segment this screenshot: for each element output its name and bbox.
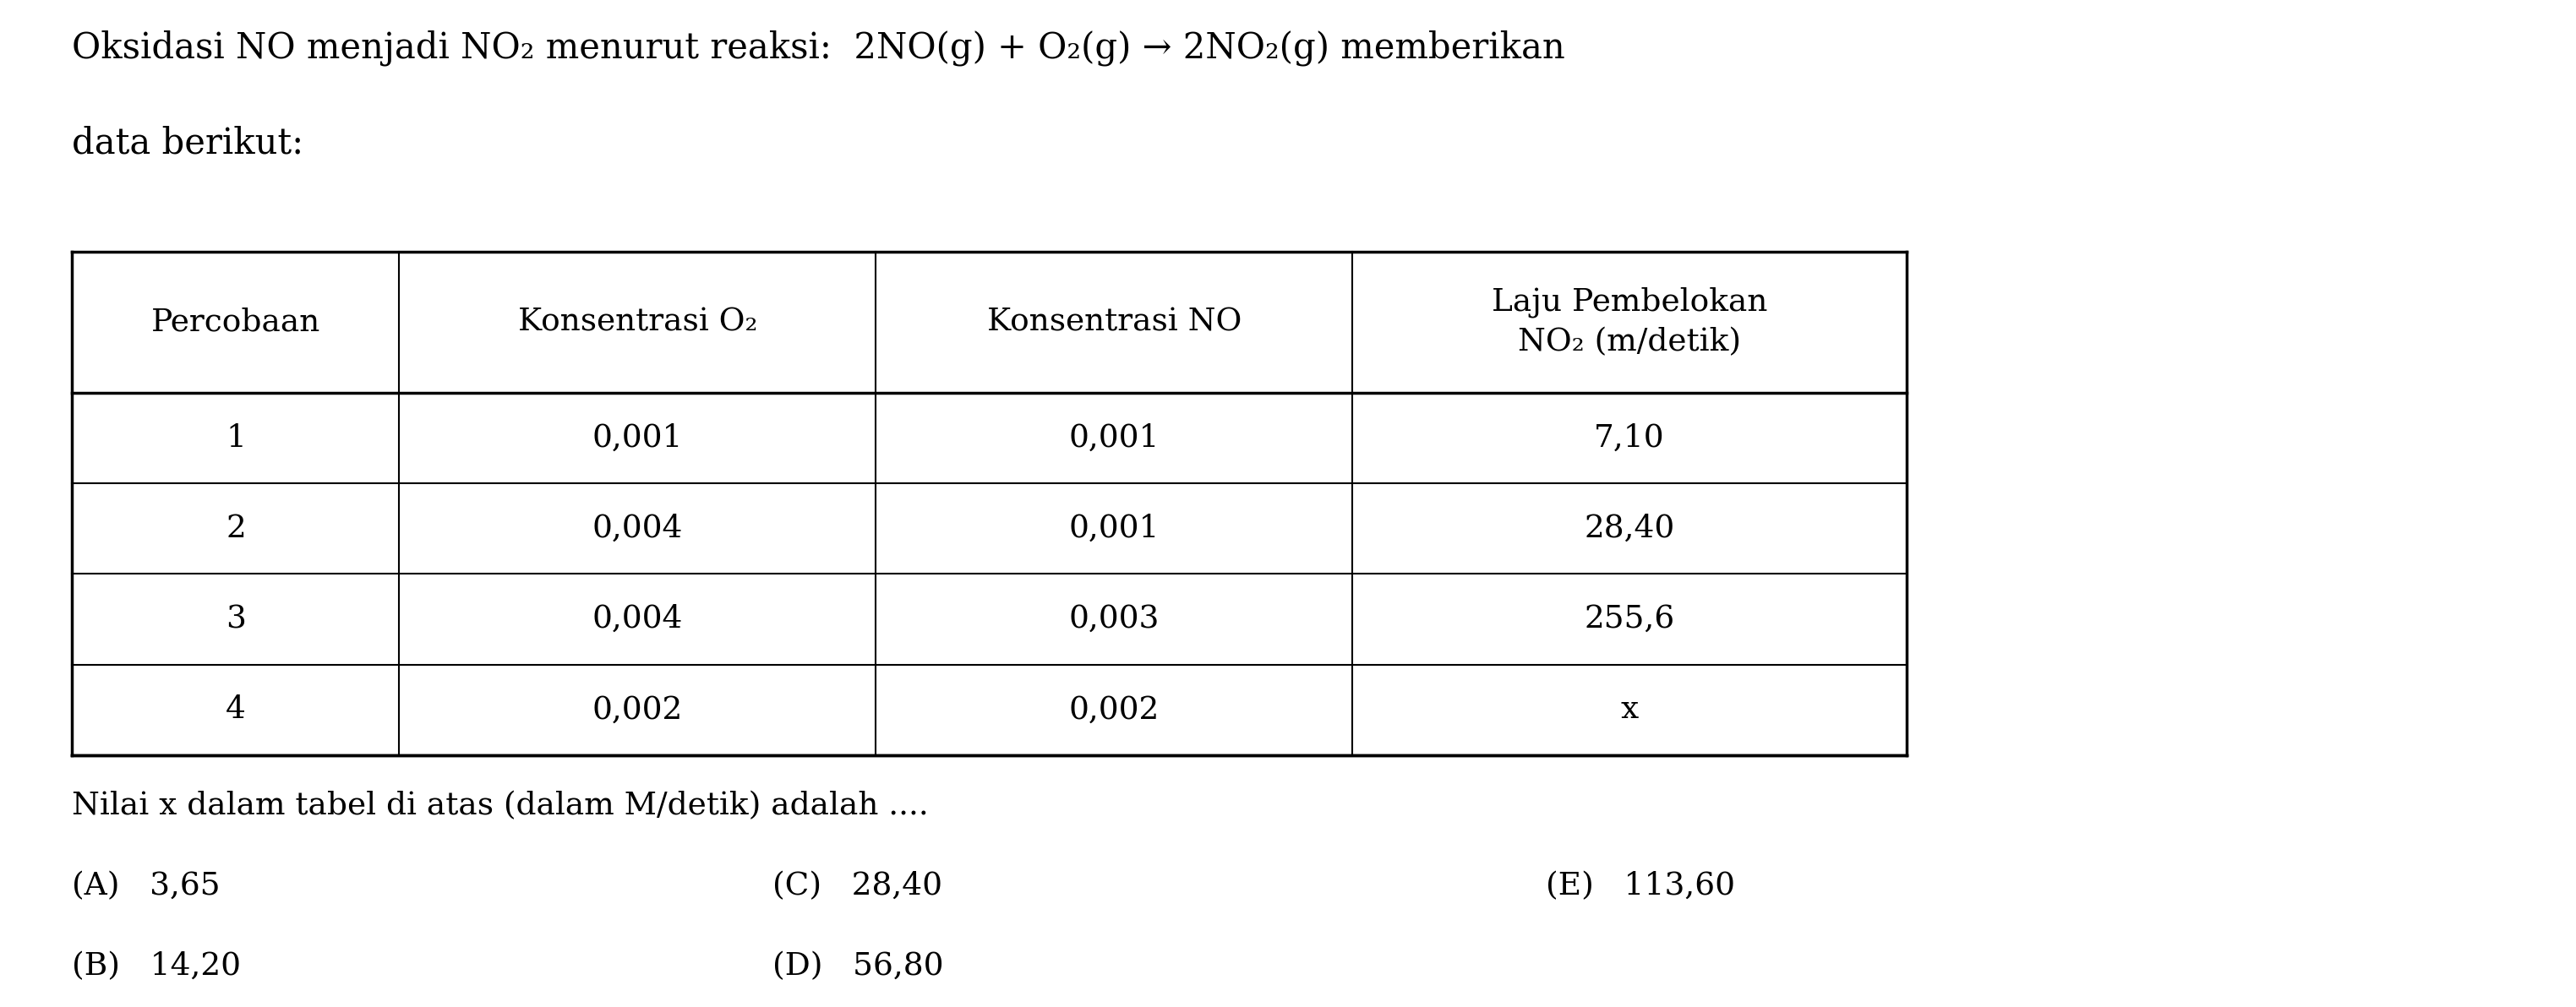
- Text: 0,004: 0,004: [592, 514, 683, 544]
- Text: Konsentrasi O₂: Konsentrasi O₂: [518, 307, 757, 337]
- Text: 0,002: 0,002: [592, 695, 683, 725]
- Text: 0,003: 0,003: [1069, 604, 1159, 634]
- Text: 3: 3: [227, 604, 245, 634]
- Text: 4: 4: [227, 695, 245, 725]
- Text: 0,001: 0,001: [1069, 423, 1159, 453]
- Text: Oksidasi NO menjadi NO₂ menurut reaksi:  2NO(g) + O₂(g) → 2NO₂(g) memberikan: Oksidasi NO menjadi NO₂ menurut reaksi: …: [72, 30, 1566, 66]
- Text: (C)   28,40: (C) 28,40: [773, 871, 943, 901]
- Text: x: x: [1620, 695, 1638, 725]
- Text: (E)   113,60: (E) 113,60: [1546, 871, 1734, 901]
- Text: Percobaan: Percobaan: [152, 307, 319, 337]
- Text: NO₂ (m/detik): NO₂ (m/detik): [1517, 326, 1741, 357]
- Text: 7,10: 7,10: [1595, 423, 1664, 453]
- Text: (B)   14,20: (B) 14,20: [72, 952, 242, 982]
- Text: 255,6: 255,6: [1584, 604, 1674, 634]
- Text: Nilai x dalam tabel di atas (dalam M/detik) adalah ....: Nilai x dalam tabel di atas (dalam M/det…: [72, 790, 930, 821]
- Text: 0,001: 0,001: [1069, 514, 1159, 544]
- Text: 1: 1: [227, 423, 245, 453]
- Text: 0,002: 0,002: [1069, 695, 1159, 725]
- Text: 28,40: 28,40: [1584, 514, 1674, 544]
- Text: 2: 2: [227, 514, 245, 544]
- Text: (D)   56,80: (D) 56,80: [773, 952, 943, 982]
- Text: 0,004: 0,004: [592, 604, 683, 634]
- Text: Konsentrasi NO: Konsentrasi NO: [987, 307, 1242, 337]
- Text: data berikut:: data berikut:: [72, 126, 304, 161]
- Text: (A)   3,65: (A) 3,65: [72, 871, 222, 901]
- Text: 0,001: 0,001: [592, 423, 683, 453]
- Text: Laju Pembelokan: Laju Pembelokan: [1492, 287, 1767, 318]
